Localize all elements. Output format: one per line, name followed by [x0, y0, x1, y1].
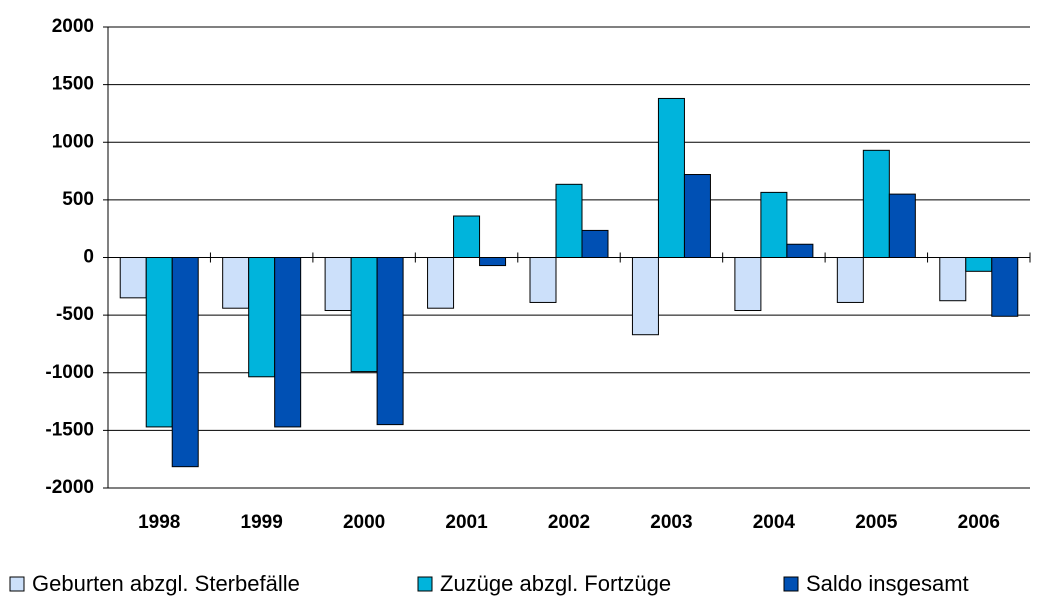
y-tick-label: 500 — [62, 189, 94, 210]
y-tick-label: 1500 — [52, 74, 94, 95]
y-tick-label: -1000 — [45, 362, 94, 383]
bar — [274, 257, 302, 428]
legend-label: Saldo insgesamt — [806, 571, 969, 596]
bar — [427, 257, 455, 309]
bar — [862, 149, 890, 259]
y-tick-label: 0 — [83, 247, 94, 268]
x-tick-label: 2003 — [650, 512, 692, 533]
legend-label: Geburten abzgl. Sterbefälle — [32, 571, 300, 596]
x-tick-label: 2006 — [958, 512, 1000, 533]
bar — [171, 257, 199, 468]
bar — [836, 257, 864, 303]
x-tick-label: 2004 — [753, 512, 796, 533]
bar — [657, 97, 685, 258]
x-tick-label: 2002 — [548, 512, 590, 533]
x-tick-label: 1998 — [138, 512, 180, 533]
bar — [324, 257, 352, 312]
bar — [145, 257, 173, 428]
bar — [453, 215, 481, 258]
x-tick-label: 2000 — [343, 512, 385, 533]
legend-swatch — [783, 576, 799, 592]
bar — [248, 257, 276, 378]
bar — [350, 257, 378, 373]
legend-label: Zuzüge abzgl. Fortzüge — [440, 571, 671, 596]
bar — [581, 229, 609, 258]
x-tick-label: 2005 — [855, 512, 898, 533]
bar — [119, 257, 147, 299]
bar — [760, 191, 788, 258]
bar — [888, 193, 916, 259]
bar — [631, 257, 659, 336]
bar — [555, 183, 583, 258]
bar — [529, 257, 557, 303]
legend-swatch — [9, 576, 25, 592]
bar — [939, 257, 967, 302]
bar — [786, 243, 814, 258]
y-tick-label: -1500 — [45, 419, 94, 440]
x-tick-label: 2001 — [445, 512, 488, 533]
bar — [991, 257, 1019, 317]
bar — [734, 257, 762, 312]
bar — [222, 257, 250, 309]
y-tick-label: 1000 — [52, 131, 94, 152]
bar — [965, 257, 993, 272]
y-tick-label: -500 — [56, 304, 94, 325]
x-tick-label: 1999 — [241, 512, 283, 533]
bar — [683, 174, 711, 259]
bar — [479, 257, 507, 267]
y-tick-label: -2000 — [45, 477, 94, 498]
bar — [376, 257, 404, 426]
legend-swatch — [417, 576, 433, 592]
y-tick-label: 2000 — [52, 16, 94, 37]
